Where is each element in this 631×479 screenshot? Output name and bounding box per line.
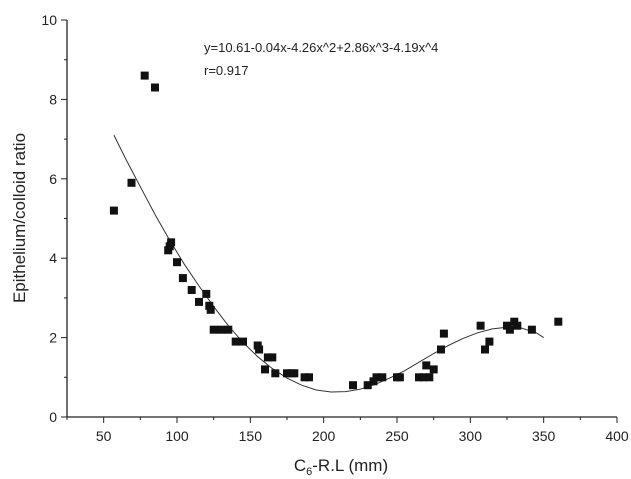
data-point xyxy=(422,361,431,370)
data-point xyxy=(209,325,218,334)
data-point xyxy=(395,373,404,382)
y-tick-label: 4 xyxy=(49,250,57,266)
y-tick-label: 8 xyxy=(49,91,57,107)
data-point xyxy=(261,365,269,374)
data-point xyxy=(513,321,522,330)
x-tick-label: 300 xyxy=(459,428,483,444)
data-point xyxy=(140,71,149,80)
x-tick-label: 400 xyxy=(605,428,629,444)
data-point xyxy=(415,373,423,382)
data-point xyxy=(419,373,428,382)
y-tick-label: 10 xyxy=(41,12,57,28)
data-point xyxy=(263,353,272,362)
x-tick-label: 200 xyxy=(312,428,336,444)
data-point xyxy=(349,381,357,390)
x-tick-label: 250 xyxy=(385,428,409,444)
data-point xyxy=(268,353,277,362)
data-point xyxy=(363,381,372,390)
data-point xyxy=(425,373,434,382)
regression-equation: y=10.61-0.04x-4.26x^2+2.86x^3-4.19x^4 xyxy=(204,40,438,55)
data-point xyxy=(439,329,448,338)
x-tick-label: 100 xyxy=(165,428,189,444)
data-point xyxy=(239,337,247,346)
data-point xyxy=(300,373,309,382)
y-axis-title: Epithelium/colloid ratio xyxy=(10,133,29,303)
x-axis-title: C6-R.L (mm) xyxy=(294,456,388,478)
data-point xyxy=(378,373,387,382)
x-axis-title-rest: -R.L (mm) xyxy=(312,456,388,475)
data-point xyxy=(481,345,489,354)
data-point xyxy=(202,289,211,298)
data-point xyxy=(372,373,381,382)
data-point xyxy=(173,258,181,267)
data-point xyxy=(476,321,485,330)
data-point xyxy=(187,286,196,294)
data-point xyxy=(271,369,280,378)
data-point xyxy=(429,365,438,374)
data-point xyxy=(231,337,240,346)
data-point xyxy=(290,369,299,378)
data-point xyxy=(437,345,445,354)
data-point xyxy=(109,206,118,215)
data-point xyxy=(224,325,233,334)
x-axis-title-main: C xyxy=(294,456,306,475)
data-point xyxy=(151,83,159,92)
data-point xyxy=(485,337,494,346)
correlation-coefficient: r=0.917 xyxy=(204,63,248,78)
y-tick-label: 2 xyxy=(49,330,57,346)
data-point xyxy=(206,305,215,314)
data-point xyxy=(127,178,136,187)
y-tick-label: 0 xyxy=(49,409,57,425)
data-point xyxy=(554,317,563,326)
data-point xyxy=(527,325,536,334)
data-point xyxy=(255,345,264,354)
x-tick-label: 350 xyxy=(532,428,556,444)
x-axis-title-subscript: 6 xyxy=(306,466,312,478)
data-point xyxy=(305,373,313,382)
x-tick-label: 50 xyxy=(96,428,112,444)
data-point xyxy=(505,325,514,334)
data-point xyxy=(195,297,203,306)
data-point xyxy=(167,238,176,247)
data-point xyxy=(217,325,225,334)
data-point xyxy=(178,274,187,283)
axes: 50 100 150 200 250 300 350 400 0 2 4 6 8 10 xyxy=(41,12,628,444)
data-point xyxy=(283,369,291,378)
x-tick-label: 150 xyxy=(239,428,263,444)
y-tick-label: 6 xyxy=(49,171,57,187)
fit-curve xyxy=(113,134,544,393)
plot-area xyxy=(109,71,563,393)
